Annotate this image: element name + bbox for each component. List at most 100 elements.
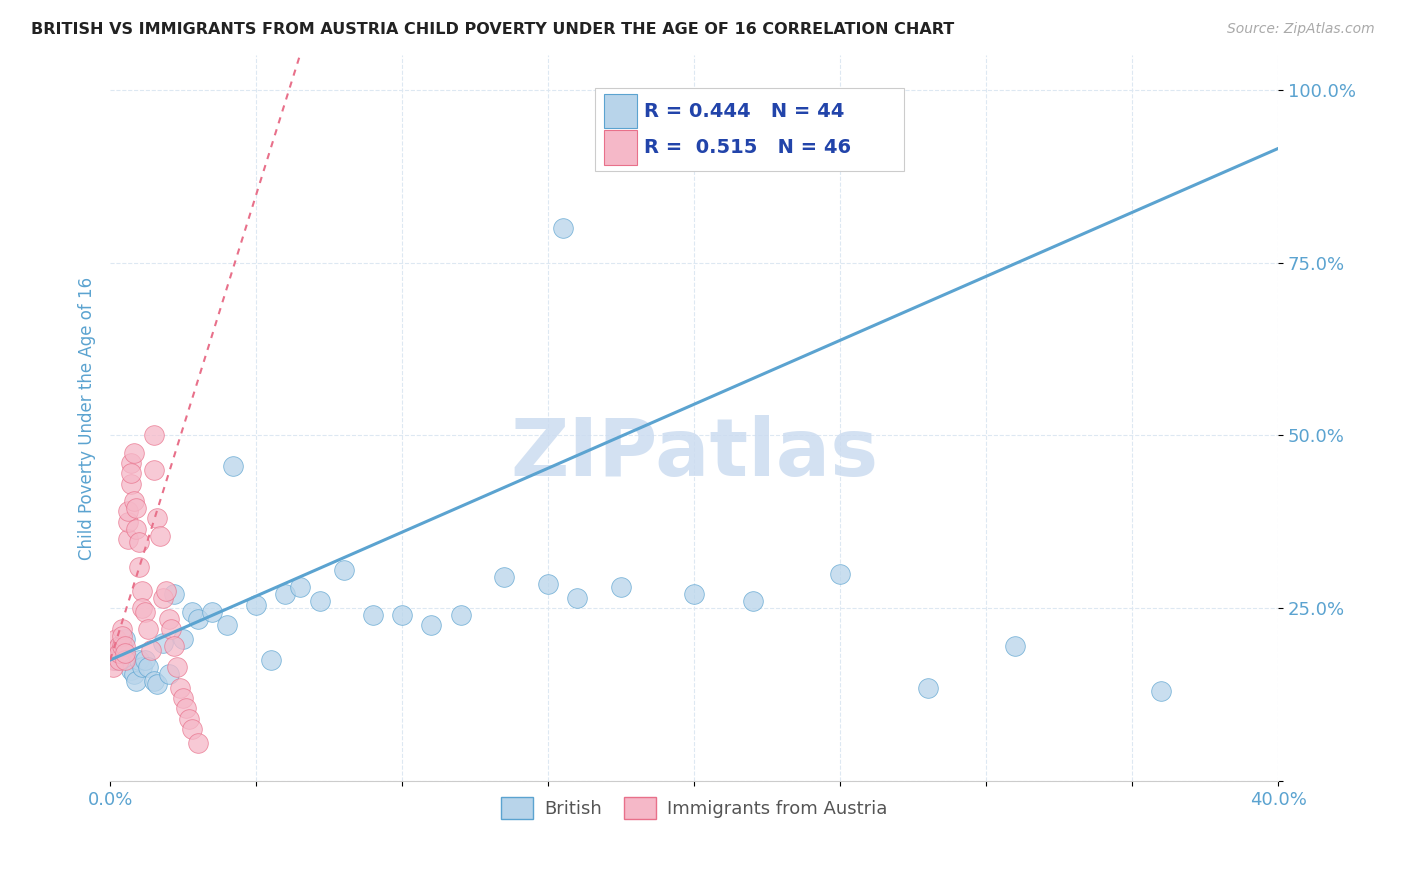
Point (180, 605, 202, 619)
Point (180, 722, 202, 736)
Point (136, 622, 159, 636)
Point (143, 428, 166, 442)
Bar (605, 130, 637, 165)
Point (172, 691, 194, 706)
Point (260, 653, 283, 667)
Point (139, 642, 162, 657)
Point (114, 632, 136, 647)
Point (146, 677, 169, 691)
Y-axis label: Child Poverty Under the Age of 16: Child Poverty Under the Age of 16 (79, 277, 96, 559)
Point (172, 632, 194, 647)
Point (222, 459, 245, 474)
Point (567, 591, 589, 605)
Point (120, 476, 142, 491)
Point (551, 221, 574, 235)
Point (163, 639, 186, 653)
Point (152, 636, 174, 650)
Point (117, 653, 139, 667)
Point (125, 500, 148, 515)
Point (111, 639, 134, 653)
Point (111, 646, 134, 660)
Point (101, 660, 124, 674)
Point (114, 646, 136, 660)
Text: Source: ZipAtlas.com: Source: ZipAtlas.com (1227, 22, 1375, 37)
Point (117, 504, 139, 518)
Point (187, 611, 209, 625)
Point (108, 646, 131, 660)
Point (108, 653, 131, 667)
Point (494, 570, 516, 584)
Point (361, 608, 384, 623)
Point (187, 736, 209, 750)
Point (163, 587, 186, 601)
Point (122, 445, 145, 459)
Bar (605, 94, 637, 128)
Text: BRITISH VS IMMIGRANTS FROM AUSTRIA CHILD POVERTY UNDER THE AGE OF 16 CORRELATION: BRITISH VS IMMIGRANTS FROM AUSTRIA CHILD… (31, 22, 955, 37)
Point (134, 605, 156, 619)
Point (105, 642, 128, 657)
Point (157, 666, 180, 681)
Point (108, 639, 131, 653)
Point (160, 622, 183, 636)
Point (274, 587, 297, 601)
Point (117, 532, 139, 546)
Point (131, 601, 153, 615)
Point (537, 577, 560, 591)
Point (830, 566, 852, 581)
Point (1150, 684, 1173, 698)
Point (309, 594, 332, 608)
Text: ZIPatlas: ZIPatlas (510, 416, 879, 493)
Point (610, 581, 633, 595)
Point (120, 467, 142, 481)
Point (101, 653, 124, 667)
Point (125, 522, 148, 536)
Point (245, 598, 267, 612)
Point (128, 653, 150, 667)
Point (450, 608, 472, 623)
Point (174, 701, 197, 715)
Point (120, 456, 142, 470)
Point (201, 605, 224, 619)
Point (391, 608, 413, 623)
Point (169, 681, 191, 695)
Point (143, 463, 166, 477)
Point (155, 583, 177, 598)
Point (111, 629, 134, 643)
Point (131, 583, 153, 598)
Point (131, 660, 153, 674)
Point (157, 611, 180, 625)
Point (117, 515, 139, 529)
FancyBboxPatch shape (595, 87, 904, 171)
Point (1004, 639, 1026, 653)
Text: R = 0.444   N = 44: R = 0.444 N = 44 (644, 102, 844, 120)
Point (683, 587, 706, 601)
Point (152, 591, 174, 605)
Point (288, 581, 311, 595)
Point (114, 639, 136, 653)
Point (149, 528, 172, 542)
Point (146, 511, 169, 525)
Point (105, 632, 128, 647)
Point (128, 559, 150, 574)
Text: R =  0.515   N = 46: R = 0.515 N = 46 (644, 138, 851, 157)
Point (108, 639, 131, 653)
Point (741, 594, 763, 608)
Point (120, 664, 142, 678)
Point (177, 712, 200, 726)
Point (128, 535, 150, 549)
Point (215, 618, 238, 632)
Point (134, 653, 156, 667)
Point (420, 618, 443, 632)
Point (143, 673, 166, 688)
Legend: British, Immigrants from Austria: British, Immigrants from Austria (494, 790, 894, 826)
Point (136, 660, 159, 674)
Point (105, 653, 128, 667)
Point (111, 622, 134, 636)
Point (166, 660, 188, 674)
Point (917, 681, 939, 695)
Point (114, 653, 136, 667)
Point (125, 673, 148, 688)
Point (122, 666, 145, 681)
Point (332, 563, 354, 577)
Point (122, 494, 145, 508)
